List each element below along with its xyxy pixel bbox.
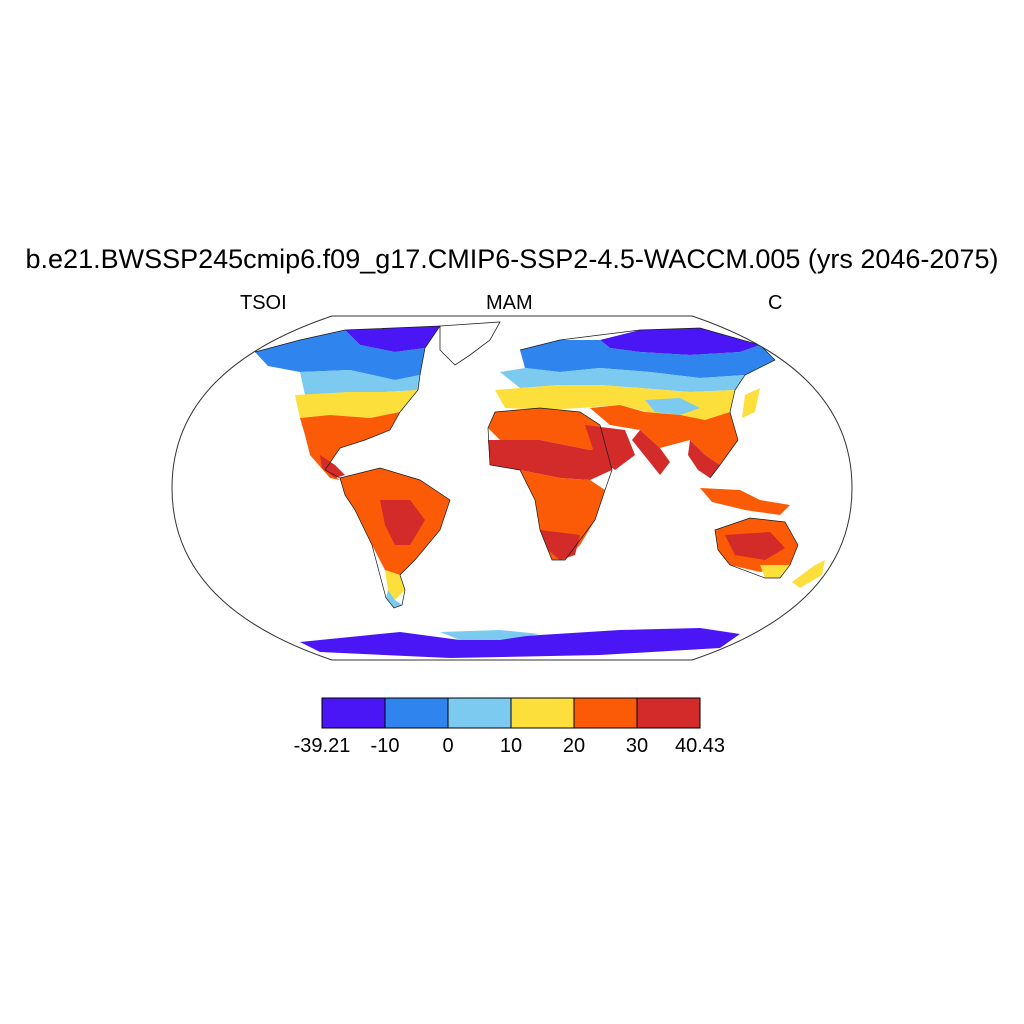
africa-hot-south xyxy=(520,470,605,560)
india-hottest xyxy=(632,430,670,475)
australia-south-warm xyxy=(760,565,790,578)
colorbar-swatch-2 xyxy=(447,697,512,729)
eurasia-cool xyxy=(520,340,775,378)
colorbar-label-1: -10 xyxy=(370,735,400,757)
africa-hottest-south xyxy=(540,530,580,560)
australia-hottest xyxy=(725,532,785,560)
japan xyxy=(742,388,760,418)
colorbar-swatch-0 xyxy=(321,697,386,729)
north-america-cold xyxy=(345,326,440,352)
indonesia xyxy=(700,488,790,515)
colorbar-label-2: 0 xyxy=(442,735,454,757)
arabia-hottest xyxy=(585,425,635,470)
colorbar-label-5: 30 xyxy=(625,735,649,757)
africa-hottest xyxy=(488,440,612,480)
eurasia-mild xyxy=(500,368,745,392)
season-label: MAM xyxy=(486,292,533,314)
indochina-hottest xyxy=(688,440,720,478)
north-america-warm xyxy=(295,390,418,418)
north-america-cool xyxy=(255,330,425,380)
colorbar-swatch-3 xyxy=(510,697,575,729)
new-zealand xyxy=(792,560,825,588)
tibet-plateau xyxy=(645,398,700,415)
coastlines xyxy=(254,325,799,609)
south-america-hottest xyxy=(380,500,425,545)
north-america-mild xyxy=(300,370,420,395)
units-label: C xyxy=(768,292,783,314)
colorbar-swatch-5 xyxy=(636,697,701,729)
south-asia-hot xyxy=(590,405,738,465)
variable-label: TSOI xyxy=(240,292,287,314)
colorbar-swatch-1 xyxy=(384,697,449,729)
map-title: b.e21.BWSSP245cmip6.f09_g17.CMIP6-SSP2-4… xyxy=(25,244,999,274)
greenland xyxy=(439,321,501,366)
eurasia-cold xyxy=(600,328,760,355)
colorbar xyxy=(321,697,701,729)
colorbar-label-4: 20 xyxy=(562,735,586,757)
projection-outline xyxy=(171,315,853,661)
colorbar-label-6: 40.43 xyxy=(674,735,726,757)
antarctica-cool xyxy=(440,630,540,640)
central-america-hottest xyxy=(320,455,345,478)
africa-hot-north xyxy=(488,408,610,450)
colorbar-label-3: 10 xyxy=(499,735,523,757)
land-fill xyxy=(255,321,825,658)
south-america-tip xyxy=(386,590,402,608)
colorbar-label-0: -39.21 xyxy=(293,735,351,757)
south-america-warm xyxy=(385,570,405,600)
colorbar-swatch-4 xyxy=(573,697,638,729)
antarctica-cold xyxy=(300,628,740,658)
